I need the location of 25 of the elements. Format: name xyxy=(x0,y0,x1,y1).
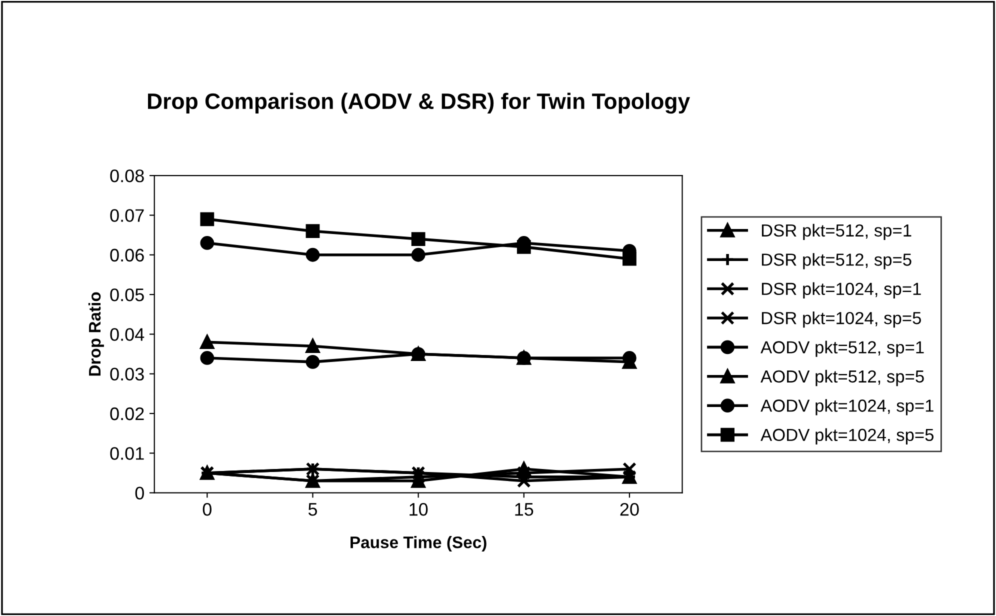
x-tick-label: 10 xyxy=(410,503,428,516)
x-tick-label: 5 xyxy=(308,503,318,516)
y-tick-label: 0.05 xyxy=(110,288,144,302)
legend-label: DSR pkt=512, sp=1 xyxy=(762,224,912,240)
legend-label: DSR pkt=1024, sp=1 xyxy=(762,282,921,298)
y-tick-label: 0.06 xyxy=(110,248,144,262)
legend-label: AODV pkt=512, sp=5 xyxy=(760,370,924,386)
y-tick-label: 0.08 xyxy=(110,169,144,182)
x-tick-label: 0 xyxy=(202,503,212,516)
chart-title: Drop Comparison (AODV & DSR) for Twin Topology xyxy=(148,92,690,114)
y-tick-label: 0.01 xyxy=(110,447,144,460)
y-tick-label: 0.04 xyxy=(110,328,144,341)
y-tick-label: 0.02 xyxy=(110,407,144,420)
legend-label: AODV pkt=512, sp=1 xyxy=(760,340,924,357)
legend-label: DSR pkt=512, sp=5 xyxy=(762,253,912,270)
y-axis-title: Drop Ratio xyxy=(88,292,104,376)
legend-label: AODV pkt=1024, sp=5 xyxy=(760,428,934,444)
y-tick-label: 0 xyxy=(135,486,144,500)
x-tick-label: 15 xyxy=(515,503,534,516)
legend-label: DSR pkt=1024, sp=5 xyxy=(762,311,921,328)
x-tick-label: 20 xyxy=(620,503,639,516)
y-tick-label: 0.07 xyxy=(110,209,144,222)
legend-label: AODV pkt=1024, sp=1 xyxy=(760,399,934,416)
y-tick-label: 0.03 xyxy=(110,368,144,381)
x-axis-title: Pause Time (Sec) xyxy=(350,536,486,552)
